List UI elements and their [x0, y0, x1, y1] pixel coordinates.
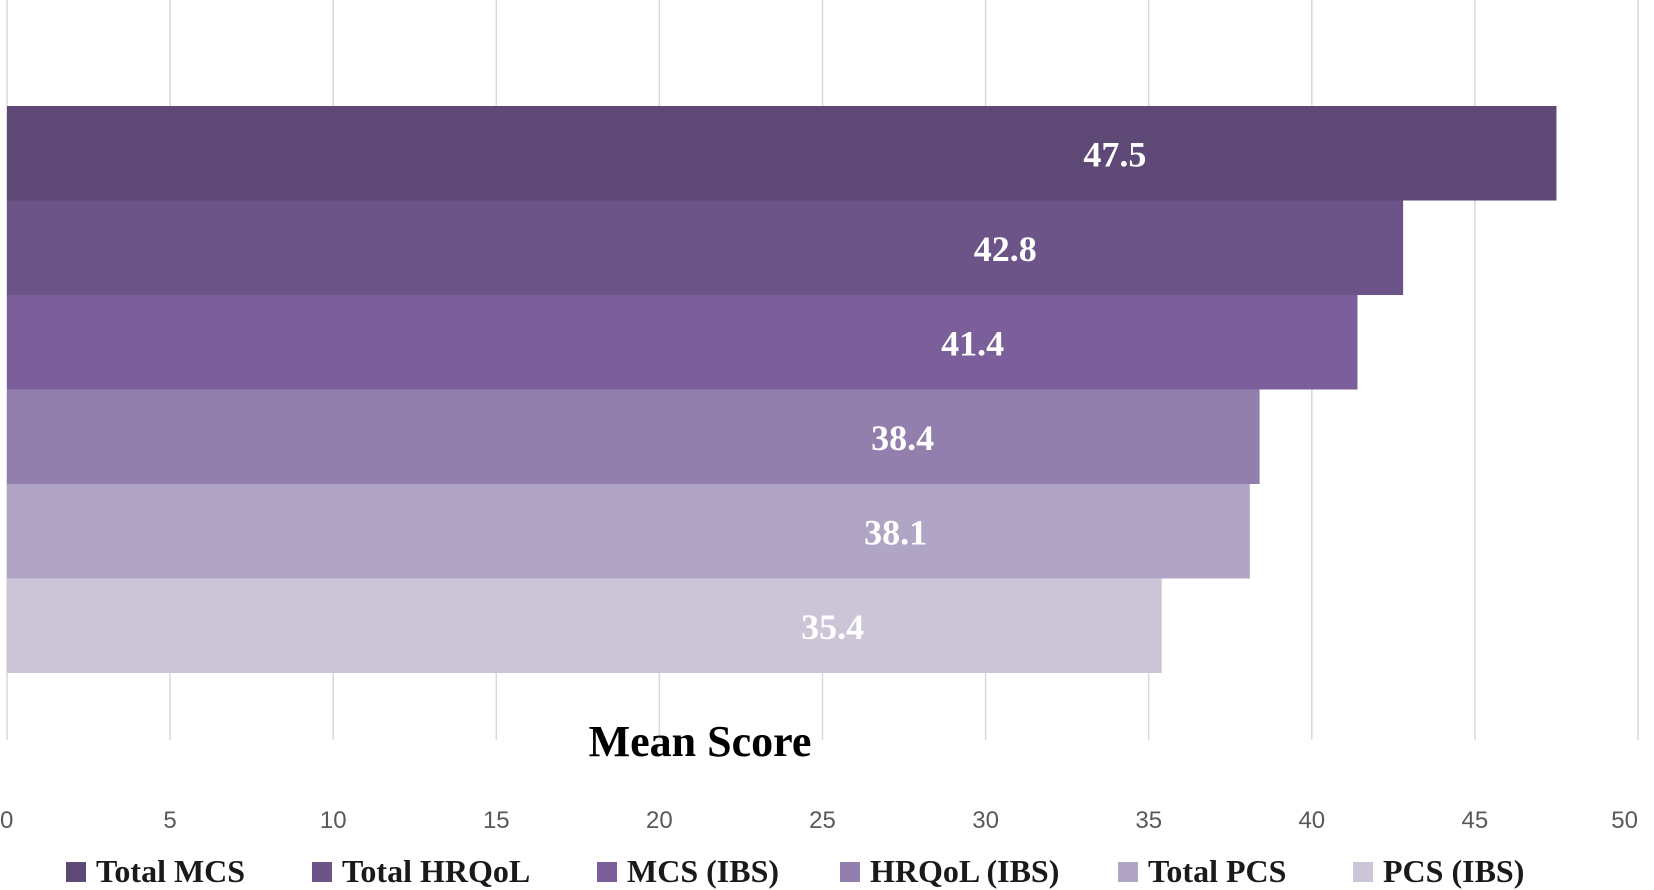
bar-1 [7, 200, 1404, 295]
x-tick-label-8: 40 [1298, 807, 1325, 834]
x-tick-label-0: 0 [0, 807, 13, 834]
legend-label-5: PCS (IBS) [1383, 853, 1524, 889]
x-axis-title: Mean Score [589, 717, 812, 766]
legend-swatch-4 [1118, 862, 1138, 882]
bar-4 [7, 484, 1250, 579]
legend-swatch-2 [597, 862, 617, 882]
bar-5 [7, 578, 1162, 673]
legend-label-2: MCS (IBS) [627, 853, 779, 889]
x-tick-label-1: 5 [163, 807, 176, 834]
x-tick-label-2: 10 [320, 807, 347, 834]
legend-label-3: HRQoL (IBS) [870, 853, 1059, 889]
legend-item-5: PCS (IBS) [1353, 853, 1524, 889]
x-tick-label-9: 45 [1462, 807, 1489, 834]
legend-swatch-0 [66, 862, 86, 882]
bar-value-label-4: 38.1 [864, 512, 927, 552]
x-tick-label-7: 35 [1135, 807, 1162, 834]
bar-labels: 47.5 42.8 41.4 38.4 38.1 35.4 [801, 134, 1146, 647]
legend-item-2: MCS (IBS) [597, 853, 779, 889]
legend-label-0: Total MCS [96, 853, 245, 889]
bar-2 [7, 295, 1358, 390]
legend-swatch-1 [312, 862, 332, 882]
x-tick-label-5: 25 [809, 807, 836, 834]
legend-swatch-5 [1353, 862, 1373, 882]
x-tick-label-10: 50 [1611, 807, 1638, 834]
x-tick-label-4: 20 [646, 807, 673, 834]
bar-value-label-5: 35.4 [801, 607, 864, 647]
bars [7, 106, 1557, 673]
x-axis-ticks: 0 5 10 15 20 25 30 35 40 45 50 [0, 807, 1638, 834]
bar-value-label-2: 41.4 [941, 323, 1004, 363]
bar-value-label-0: 47.5 [1083, 134, 1146, 174]
legend-swatch-3 [840, 862, 860, 882]
legend-label-1: Total HRQoL [342, 853, 530, 889]
x-tick-label-6: 30 [972, 807, 999, 834]
legend: Total MCS Total HRQoL MCS (IBS) HRQoL (IBS)… [66, 853, 1524, 889]
bar-value-label-3: 38.4 [871, 418, 934, 458]
legend-item-0: Total MCS [66, 853, 245, 889]
legend-item-4: Total PCS [1118, 853, 1286, 889]
bar-3 [7, 389, 1260, 484]
legend-item-1: Total HRQoL [312, 853, 530, 889]
legend-label-4: Total PCS [1148, 853, 1286, 889]
x-tick-label-3: 15 [483, 807, 510, 834]
bar-value-label-1: 42.8 [974, 229, 1037, 269]
legend-item-3: HRQoL (IBS) [840, 853, 1059, 889]
bar-0 [7, 106, 1557, 201]
